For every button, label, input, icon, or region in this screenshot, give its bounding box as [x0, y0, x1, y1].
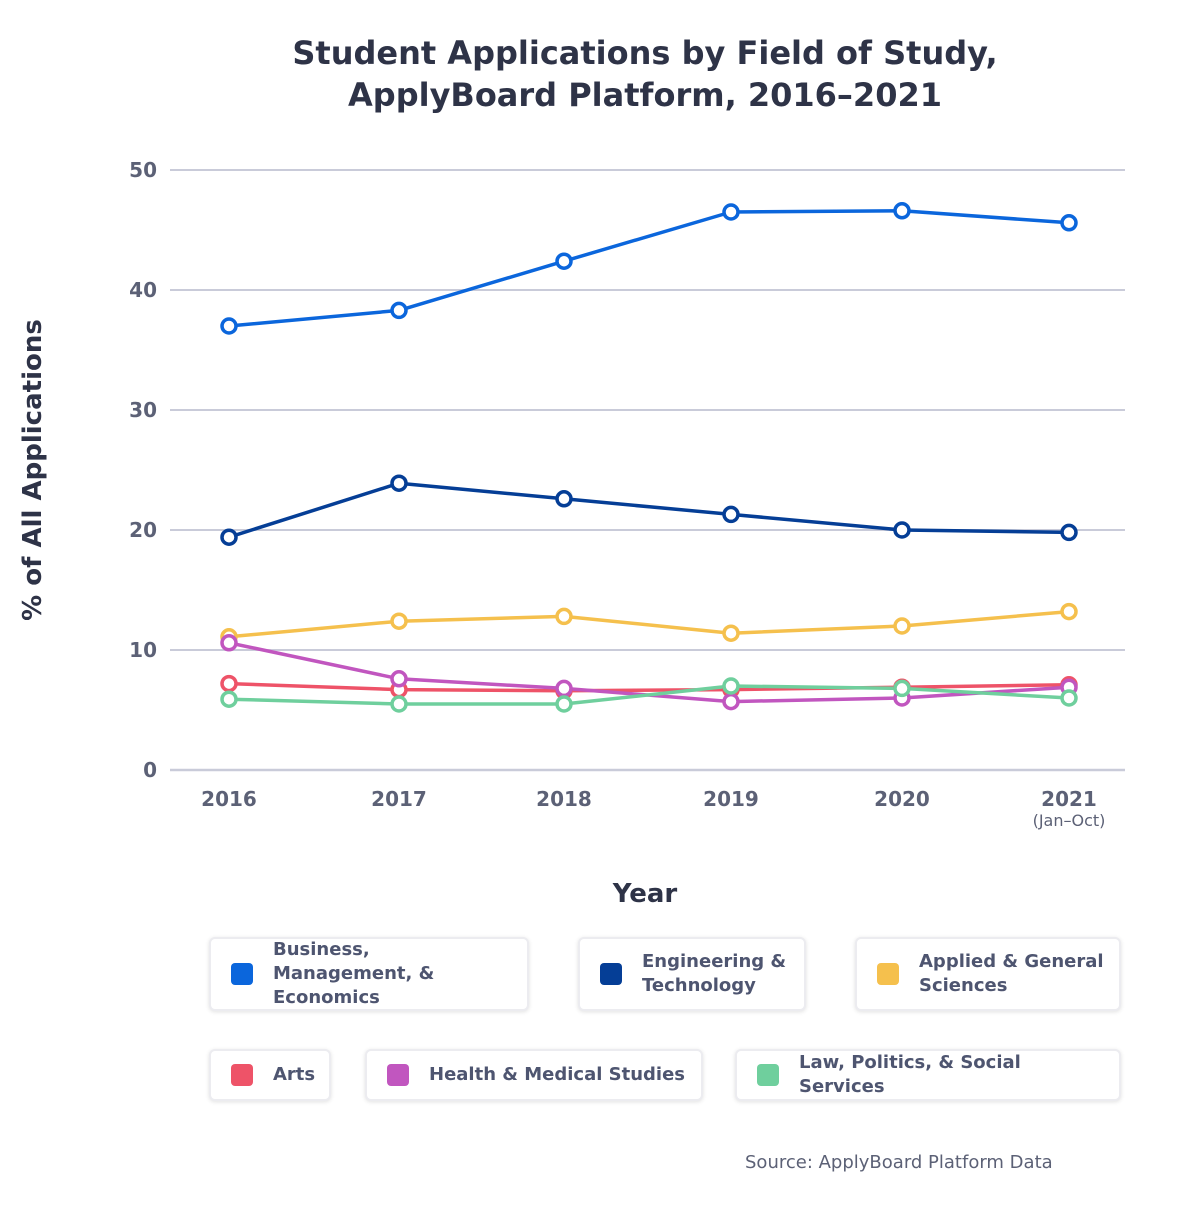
x-tick-label: 2021	[1041, 787, 1097, 811]
x-tick-label: 2019	[703, 787, 759, 811]
y-tick-label: 20	[129, 518, 157, 542]
legend-item: Business, Management, & Economics	[209, 937, 529, 1011]
x-tick-label: 2018	[536, 787, 592, 811]
data-point	[390, 474, 408, 492]
legend-swatch	[387, 1064, 409, 1086]
data-point	[390, 301, 408, 320]
data-point	[722, 677, 740, 695]
data-point	[1060, 602, 1078, 621]
data-point	[1060, 689, 1078, 707]
legend-label: Business, Management, & Economics	[273, 939, 435, 1008]
legend-swatch	[231, 963, 253, 985]
data-point	[220, 528, 238, 546]
legend-swatch	[877, 963, 899, 985]
series-line	[228, 209, 1070, 328]
y-tick-label: 50	[129, 158, 157, 182]
legend-item: Applied & General Sciences	[855, 937, 1121, 1011]
legend-item: Engineering & Technology	[578, 937, 806, 1011]
data-point	[893, 679, 911, 698]
data-point	[555, 695, 573, 713]
x-tick-label: 2016	[201, 787, 257, 811]
data-point	[555, 679, 573, 698]
chart-title: Student Applications by Field of Study, …	[292, 34, 998, 114]
series-line	[228, 681, 1070, 693]
y-tick-label: 0	[143, 758, 157, 782]
data-point	[893, 521, 911, 539]
legend-label: Arts	[273, 1064, 316, 1085]
data-point	[390, 670, 408, 688]
data-point	[390, 695, 408, 713]
data-point	[893, 617, 911, 635]
data-point	[555, 252, 573, 270]
legend-swatch	[231, 1064, 253, 1086]
data-point	[220, 674, 238, 693]
series-line	[228, 684, 1070, 706]
y-tick-label: 10	[129, 638, 157, 662]
x-axis-title: Year	[612, 879, 678, 909]
legend-item: Arts	[209, 1049, 331, 1101]
data-point	[1060, 523, 1078, 542]
series-line	[228, 641, 1070, 704]
data-point	[722, 692, 740, 711]
x-tick-note: (Jan–Oct)	[1033, 811, 1106, 830]
series-line	[228, 609, 1070, 639]
data-point	[1060, 214, 1078, 232]
legend-item: Law, Politics, & Social Services	[735, 1049, 1121, 1101]
legend-label: Law, Politics, & Social Services	[799, 1052, 1021, 1097]
legend-label: Health & Medical Studies	[429, 1064, 686, 1085]
data-point	[722, 624, 740, 642]
y-tick-label: 30	[129, 398, 157, 422]
y-axis-title: % of All Applications	[18, 319, 48, 621]
x-tick-label: 2017	[371, 787, 427, 811]
legend-label: Applied & General Sciences	[919, 951, 1104, 996]
legend-swatch	[757, 1064, 779, 1086]
series-line	[228, 481, 1070, 539]
source-note: Source: ApplyBoard Platform Data	[745, 1152, 1053, 1173]
data-point	[893, 202, 911, 220]
data-point	[220, 634, 238, 652]
data-point	[555, 607, 573, 626]
data-point	[220, 317, 238, 335]
legend-swatch	[600, 963, 622, 985]
legend-item: Health & Medical Studies	[365, 1049, 703, 1101]
x-tick-label: 2020	[874, 787, 930, 811]
data-point	[722, 505, 740, 524]
data-point	[220, 690, 238, 708]
data-point	[555, 490, 573, 508]
legend-label: Engineering & Technology	[642, 951, 787, 996]
data-point	[390, 612, 408, 630]
y-tick-label: 40	[129, 278, 157, 302]
data-point	[722, 203, 740, 221]
